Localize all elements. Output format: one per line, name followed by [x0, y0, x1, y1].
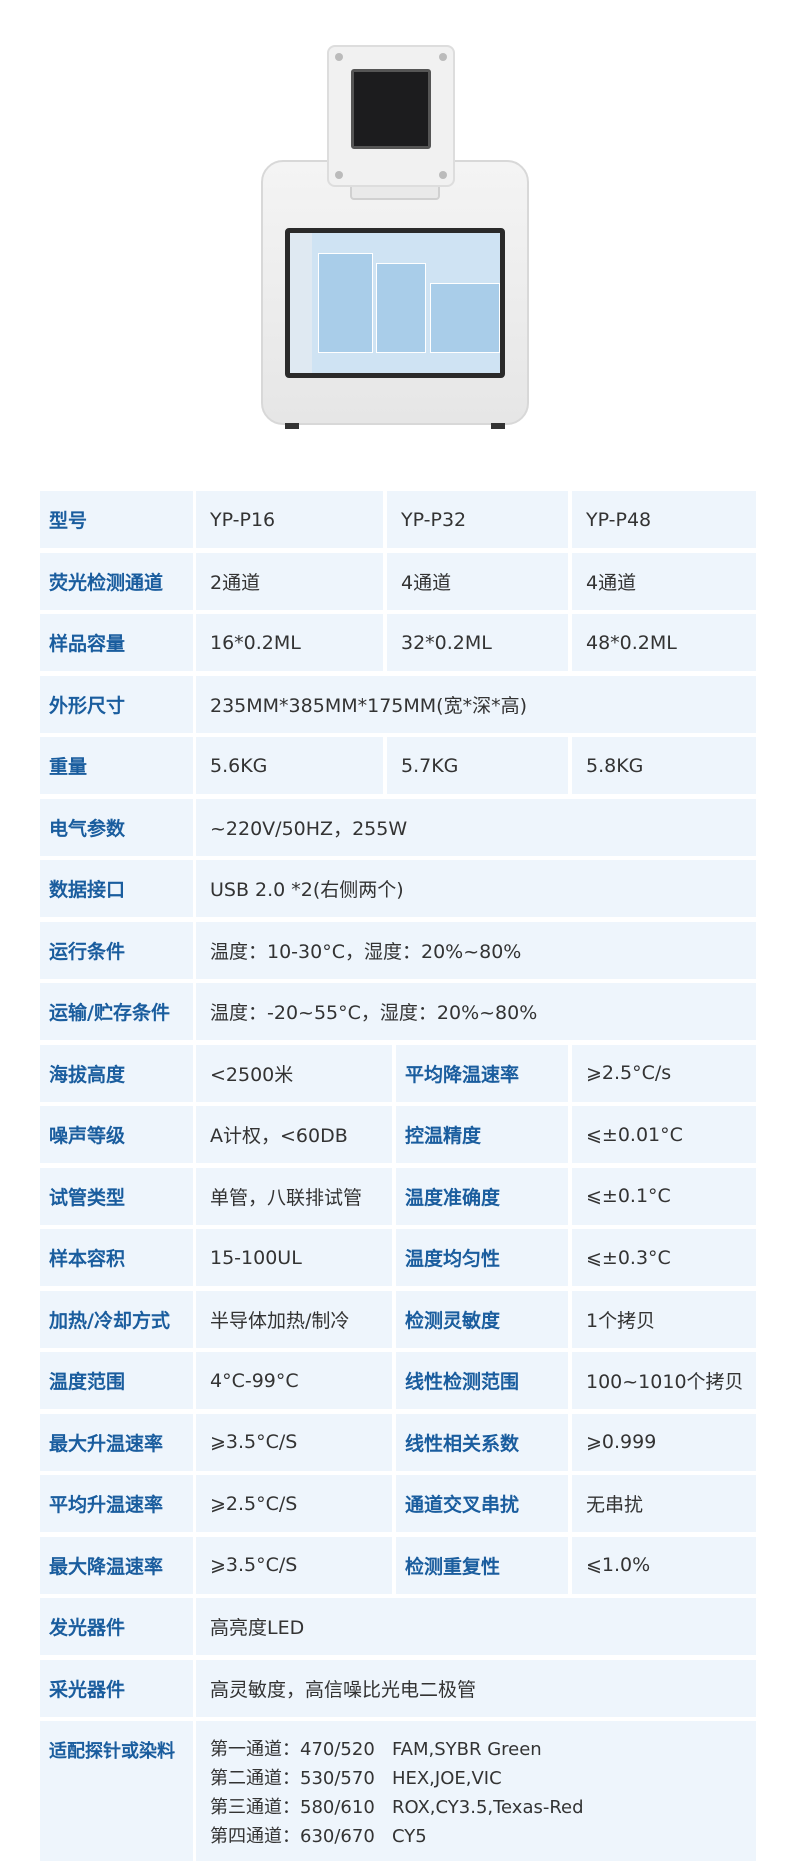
spec-label: 平均升温速率 — [40, 1475, 193, 1532]
spec-label: 海拔高度 — [40, 1044, 193, 1102]
spec-value: 无串扰 — [572, 1475, 756, 1532]
screw-icon — [335, 171, 343, 179]
spec-label: 通道交叉串扰 — [396, 1475, 568, 1532]
spec-label: 试管类型 — [40, 1167, 193, 1225]
spec-label: 温度准确度 — [396, 1167, 568, 1225]
dye-list: 第一通道：470/520 FAM,SYBR Green 第二通道：530/570 … — [196, 1721, 756, 1861]
spec-label: 线性检测范围 — [396, 1352, 568, 1409]
screw-icon — [335, 53, 343, 61]
device-lid — [327, 45, 455, 187]
device-foot — [491, 423, 505, 429]
spec-value: ⩽±0.3°C — [572, 1229, 756, 1286]
spec-label: 运输/贮存条件 — [40, 983, 193, 1040]
spec-value: ⩾2.5°C/S — [196, 1475, 392, 1532]
spec-label: 电气参数 — [40, 798, 193, 856]
spec-value: ⩾3.5°C/S — [196, 1536, 392, 1594]
spec-label: 外形尺寸 — [40, 675, 193, 733]
spec-label: 最大升温速率 — [40, 1413, 193, 1471]
spec-value: 温度：-20~55°C，湿度：20%~80% — [196, 983, 756, 1040]
screw-icon — [439, 171, 447, 179]
spec-value: 15-100UL — [196, 1229, 392, 1286]
spec-value: 半导体加热/制冷 — [196, 1290, 392, 1348]
spec-value: 单管，八联排试管 — [196, 1167, 392, 1225]
spec-label: 温度范围 — [40, 1352, 193, 1409]
spec-value: ⩾3.5°C/S — [196, 1413, 392, 1471]
spec-label: 数据接口 — [40, 860, 193, 917]
spec-value: 4通道 — [572, 552, 756, 610]
spec-value: 100~1010个拷贝 — [572, 1352, 756, 1409]
spec-value: 温度：10-30°C，湿度：20%~80% — [196, 921, 756, 979]
screw-icon — [439, 53, 447, 61]
spec-value: ⩽±0.1°C — [572, 1167, 756, 1225]
spec-value: 5.7KG — [387, 737, 568, 794]
spec-value: 2通道 — [196, 552, 383, 610]
spec-value: ⩽±0.01°C — [572, 1106, 756, 1163]
spec-value: USB 2.0 *2(右侧两个) — [196, 860, 756, 917]
spec-value: YP-P32 — [387, 491, 568, 548]
spec-value: 32*0.2ML — [387, 614, 568, 671]
spec-label: 发光器件 — [40, 1598, 193, 1655]
spec-value: 235MM*385MM*175MM(宽*深*高) — [196, 675, 756, 733]
spec-label: 检测灵敏度 — [396, 1290, 568, 1348]
spec-value: A计权，<60DB — [196, 1106, 392, 1163]
spec-label: 最大降温速率 — [40, 1536, 193, 1594]
spec-label: 采光器件 — [40, 1659, 193, 1717]
spec-value: 1个拷贝 — [572, 1290, 756, 1348]
spec-value: ⩾0.999 — [572, 1413, 756, 1471]
spec-value: 5.8KG — [572, 737, 756, 794]
spec-value: 4通道 — [387, 552, 568, 610]
device-foot — [285, 423, 299, 429]
spec-label: 噪声等级 — [40, 1106, 193, 1163]
spec-value: ⩾2.5°C/s — [572, 1044, 756, 1102]
spec-label: 控温精度 — [396, 1106, 568, 1163]
spec-label: 加热/冷却方式 — [40, 1290, 193, 1348]
spec-label: 样本容积 — [40, 1229, 193, 1286]
spec-label: 平均降温速率 — [396, 1044, 568, 1102]
product-image-pcr-instrument — [255, 45, 535, 435]
spec-label: 运行条件 — [40, 921, 193, 979]
lid-window — [351, 69, 431, 149]
dye-channel-line: 第三通道：580/610 ROX,CY3.5,Texas-Red — [210, 1797, 584, 1818]
spec-label: 重量 — [40, 737, 193, 794]
dye-channel-line: 第二通道：530/570 HEX,JOE,VIC — [210, 1768, 502, 1789]
spec-value: 高灵敏度，高信噪比光电二极管 — [196, 1659, 756, 1717]
spec-label: 荧光检测通道 — [40, 552, 193, 610]
spec-value: 高亮度LED — [196, 1598, 756, 1655]
spec-value: <2500米 — [196, 1044, 392, 1102]
spec-value: 5.6KG — [196, 737, 383, 794]
spec-label: 型号 — [40, 491, 193, 548]
device-touchscreen — [285, 228, 505, 378]
spec-value: ⩽1.0% — [572, 1536, 756, 1594]
spec-label: 样品容量 — [40, 614, 193, 671]
spec-value: ~220V/50HZ，255W — [196, 798, 756, 856]
dye-channel-line: 第一通道：470/520 FAM,SYBR Green — [210, 1739, 542, 1760]
spec-value: 16*0.2ML — [196, 614, 383, 671]
dye-channel-line: 第四通道：630/670 CY5 — [210, 1826, 427, 1847]
spec-label: 线性相关系数 — [396, 1413, 568, 1471]
spec-value: 48*0.2ML — [572, 614, 756, 671]
spec-label: 检测重复性 — [396, 1536, 568, 1594]
spec-label: 适配探针或染料 — [40, 1721, 193, 1861]
spec-value: YP-P16 — [196, 491, 383, 548]
spec-label: 温度均匀性 — [396, 1229, 568, 1286]
spec-value: YP-P48 — [572, 491, 756, 548]
spec-value: 4°C-99°C — [196, 1352, 392, 1409]
